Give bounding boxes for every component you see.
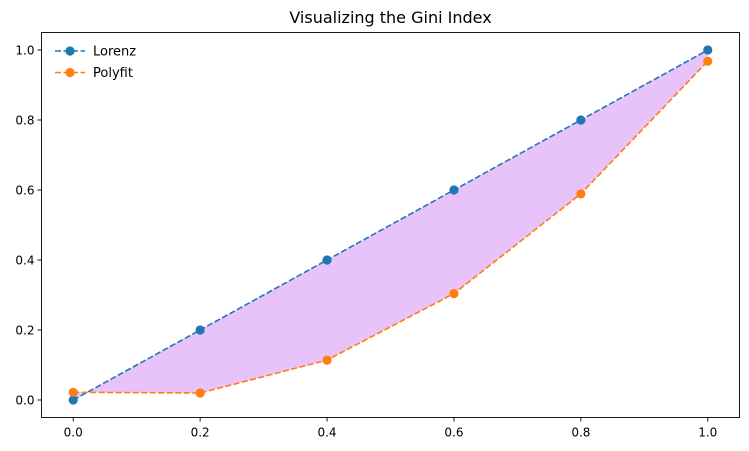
y-tick-label: 0.2 (15, 324, 34, 338)
y-tick-label: 0.8 (15, 114, 34, 128)
y-tick-label: 1.0 (15, 44, 34, 58)
lorenz-line (72, 49, 709, 401)
x-tick-label: 0.0 (64, 426, 83, 440)
lorenz-point (68, 395, 78, 405)
polyfit-point (576, 189, 586, 199)
x-tick-label: 0.4 (317, 426, 336, 440)
legend-polyfit-marker (65, 67, 75, 78)
legend-lorenz-label: Lorenz (93, 45, 136, 60)
x-tick-label: 0.8 (571, 426, 590, 440)
lorenz-point (195, 325, 205, 335)
lorenz-point (449, 185, 459, 195)
lorenz-point (322, 255, 332, 265)
x-tick-label: 0.2 (191, 426, 210, 440)
axes-frame (41, 32, 740, 418)
legend-polyfit-label: Polyfit (93, 66, 133, 81)
lorenz-point (576, 115, 586, 125)
x-tick-label: 1.0 (698, 426, 717, 440)
legend: Lorenz Polyfit (55, 45, 136, 81)
y-tick-label: 0.4 (15, 254, 34, 268)
x-tick-label: 0.6 (444, 426, 463, 440)
polyfit-point (703, 56, 713, 66)
lorenz-point (703, 45, 713, 55)
y-tick-label: 0.0 (15, 394, 34, 408)
polyfit-point (68, 387, 78, 397)
polyfit-line (73, 60, 709, 394)
polyfit-point (322, 355, 332, 365)
y-tick-label: 0.6 (15, 184, 34, 198)
polyfit-point (449, 289, 459, 299)
chart-title: Visualizing the Gini Index (289, 8, 491, 27)
legend-lorenz-marker (65, 46, 75, 56)
polyfit-point (195, 388, 205, 398)
